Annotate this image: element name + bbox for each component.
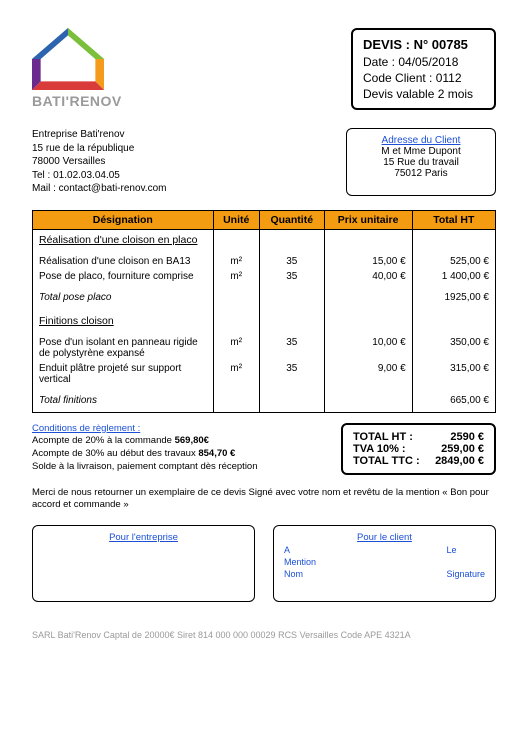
table-row: Pose d'un isolant en panneau rigide de p… [33, 335, 496, 361]
col-unit: Unité [213, 210, 259, 229]
quote-number: DEVIS : N° 00785 [363, 36, 484, 54]
subtotal-row: Total pose placo 1925,00 € [33, 290, 496, 305]
brand-name: BATI'RENOV [32, 93, 122, 109]
summary-row: Conditions de règlement : Acompte de 20%… [32, 423, 496, 475]
quote-document: BATI'RENOV DEVIS : N° 00785 Date : 04/05… [0, 0, 528, 650]
house-logo-icon [32, 28, 104, 90]
client-line: 75012 Paris [361, 168, 481, 179]
total-ht-label: TOTAL HT : [353, 431, 413, 443]
quote-info-box: DEVIS : N° 00785 Date : 04/05/2018 Code … [351, 28, 496, 110]
client-code: Code Client : 0112 [363, 70, 484, 86]
company-line: 15 rue de la république [32, 142, 166, 156]
table-header-row: Désignation Unité Quantité Prix unitaire… [33, 210, 496, 229]
header-row: BATI'RENOV DEVIS : N° 00785 Date : 04/05… [32, 28, 496, 110]
col-price: Prix unitaire [324, 210, 412, 229]
tva: 259,00 € [441, 443, 484, 455]
section-title-row: Finitions cloison [33, 311, 496, 329]
total-ht: 2590 € [450, 431, 484, 443]
thanks-note: Merci de nous retourner un exemplaire de… [32, 487, 496, 512]
col-designation: Désignation [33, 210, 214, 229]
client-signature-box: Pour le client A Mention Nom Le Signatur… [273, 525, 496, 602]
company-line: Entreprise Bati'renov [32, 128, 166, 142]
subtotal-row: Total finitions 665,00 € [33, 393, 496, 413]
section-title-row: Réalisation d'une cloison en placo [33, 229, 496, 248]
logo-block: BATI'RENOV [32, 28, 122, 109]
company-sign-title: Pour l'entreprise [43, 532, 244, 543]
legal-footer: SARL Bati'Renov Captal de 20000€ Siret 8… [32, 630, 496, 640]
company-line: Mail : contact@bati-renov.com [32, 182, 166, 196]
total-ttc: 2849,00 € [435, 455, 484, 467]
col-total: Total HT [412, 210, 495, 229]
table-row: Pose de placo, fourniture comprise m² 35… [33, 269, 496, 284]
company-line: 78000 Versailles [32, 155, 166, 169]
client-address-box: Adresse du Client M et Mme Dupont 15 Rue… [346, 128, 496, 196]
client-line: 15 Rue du travail [361, 157, 481, 168]
company-signature-box: Pour l'entreprise [32, 525, 255, 602]
conditions-title: Conditions de règlement : [32, 423, 331, 436]
signature-row: Pour l'entreprise Pour le client A Menti… [32, 525, 496, 602]
totals-box: TOTAL HT : 2590 € TVA 10% : 259,00 € TOTAL… [341, 423, 496, 475]
table-row: Réalisation d'une cloison en BA13 m² 35 … [33, 254, 496, 269]
payment-conditions: Conditions de règlement : Acompte de 20%… [32, 423, 331, 475]
client-line: M et Mme Dupont [361, 146, 481, 157]
tva-label: TVA 10% : [353, 443, 406, 455]
client-sign-title: Pour le client [284, 532, 485, 543]
company-line: Tel : 01.02.03.04.05 [32, 169, 166, 183]
section-title: Finitions cloison [39, 313, 114, 327]
items-table: Désignation Unité Quantité Prix unitaire… [32, 210, 496, 413]
client-title: Adresse du Client [361, 135, 481, 146]
col-quantity: Quantité [259, 210, 324, 229]
company-address: Entreprise Bati'renov 15 rue de la répub… [32, 128, 166, 196]
total-ttc-label: TOTAL TTC : [353, 455, 420, 467]
quote-date: Date : 04/05/2018 [363, 54, 484, 70]
address-row: Entreprise Bati'renov 15 rue de la répub… [32, 128, 496, 196]
section-title: Réalisation d'une cloison en placo [39, 232, 197, 246]
quote-validity: Devis valable 2 mois [363, 86, 484, 102]
table-row: Enduit plâtre projeté sur support vertic… [33, 361, 496, 387]
